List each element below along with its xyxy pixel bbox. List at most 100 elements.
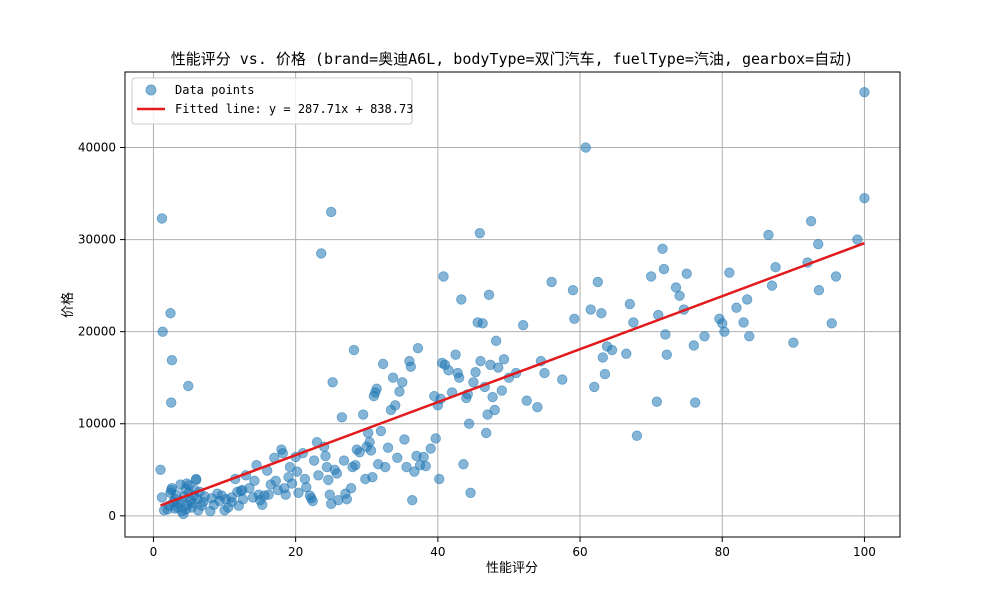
data-point [387, 372, 399, 383]
data-point [651, 396, 663, 407]
data-point [331, 468, 343, 479]
data-point [438, 271, 449, 282]
data-point [597, 352, 608, 363]
data-point [539, 367, 550, 379]
data-point [166, 397, 177, 408]
data-point [394, 386, 405, 397]
data-point [293, 487, 304, 499]
data-point [357, 409, 369, 420]
x-tick-label: 20 [288, 545, 303, 559]
data-point [280, 489, 291, 500]
data-point [181, 478, 193, 489]
data-point [325, 206, 337, 218]
data-point [348, 344, 360, 356]
data-point [690, 397, 701, 408]
y-axis-label: 价格 [60, 292, 76, 318]
data-point [569, 313, 580, 324]
data-point [443, 365, 454, 376]
data-point [475, 355, 486, 367]
data-point [165, 308, 176, 319]
data-point [763, 229, 774, 241]
data-point [487, 391, 498, 403]
data-point [327, 377, 338, 388]
data-point [320, 450, 331, 462]
data-point [546, 276, 557, 288]
data-point [628, 317, 639, 328]
data-point [277, 448, 289, 459]
data-point [463, 418, 475, 429]
data-point [237, 484, 248, 496]
data-point [401, 461, 412, 473]
x-tick-label: 100 [853, 545, 876, 559]
data-point [744, 331, 755, 342]
data-point [412, 343, 424, 354]
data-point [263, 489, 274, 500]
legend: Data points Fitted line: y = 287.71x + 8… [131, 77, 413, 125]
data-point [660, 329, 671, 340]
data-point [425, 443, 436, 454]
data-point [521, 395, 532, 406]
data-point [490, 335, 502, 347]
x-tick-label: 0 [150, 545, 158, 559]
data-point [409, 466, 420, 477]
legend-box [131, 77, 413, 125]
y-tick-label: 20000 [78, 325, 116, 339]
data-point [470, 366, 481, 378]
data-point [392, 452, 403, 464]
data-point [592, 276, 604, 288]
data-point [157, 326, 168, 337]
data-point [308, 455, 320, 466]
plot-frame [124, 71, 901, 538]
data-point [323, 474, 334, 486]
x-tick-label: 80 [715, 545, 730, 559]
data-point [859, 192, 870, 204]
data-point [456, 294, 467, 305]
legend-entry-points: Data points [175, 83, 254, 97]
data-point [645, 271, 657, 282]
data-point [468, 377, 479, 388]
data-point [156, 492, 168, 503]
data-point [770, 262, 781, 273]
data-point [661, 349, 672, 360]
data-point [585, 304, 596, 315]
data-point [270, 475, 281, 487]
data-point [596, 308, 607, 319]
data-point [341, 494, 353, 505]
data-point [324, 489, 335, 500]
data-point [249, 475, 260, 487]
data-point [257, 499, 268, 510]
data-point [420, 460, 431, 472]
data-point [338, 455, 350, 466]
x-axis-label: 性能评分 [486, 561, 538, 576]
data-point [407, 494, 418, 506]
data-point [371, 383, 382, 394]
data-point [465, 487, 476, 499]
data-point [738, 317, 749, 328]
data-point [557, 374, 568, 385]
data-point [688, 340, 700, 351]
fit-line-layer [160, 242, 865, 507]
data-point [621, 348, 632, 359]
data-point [826, 318, 837, 329]
data-point [859, 87, 870, 98]
data-point [489, 404, 500, 416]
data-point [813, 238, 824, 250]
data-point [674, 290, 685, 301]
y-tick-label: 10000 [78, 417, 116, 431]
data-point [453, 372, 465, 383]
data-point [220, 494, 232, 505]
data-point [606, 344, 618, 356]
data-point [532, 401, 543, 413]
data-point [382, 442, 394, 453]
data-point [458, 459, 469, 470]
data-point [517, 320, 529, 331]
data-point [580, 142, 591, 153]
data-point [805, 215, 817, 227]
data-point [316, 248, 327, 259]
data-point [237, 494, 249, 505]
data-point [345, 482, 357, 494]
fit-line [160, 242, 865, 507]
data-point [589, 381, 600, 393]
x-tick-label: 40 [430, 545, 445, 559]
